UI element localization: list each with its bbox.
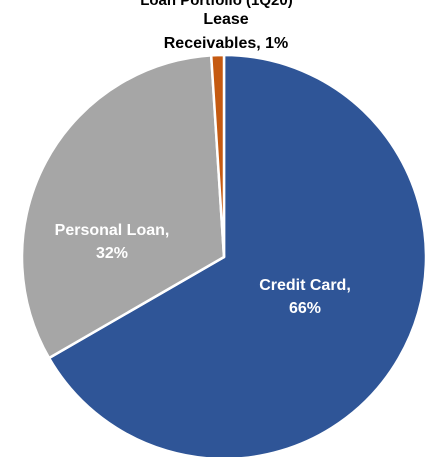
pie-slice-personal-loan (20, 54, 226, 360)
slice-value-label-personal-loan: 32% (96, 245, 128, 262)
pie-slice-credit-card (47, 53, 428, 457)
slice-value-label-credit-card: 66% (289, 300, 321, 317)
pie-slice-lease-receivables (209, 53, 226, 259)
slice-label-lease-receivables: Lease (203, 11, 248, 28)
slice-label-personal-loan: Personal Loan, (55, 222, 170, 239)
slice-label-credit-card: Credit Card, (259, 277, 351, 294)
chart-title: Loan Portfolio (1Q20) (140, 0, 293, 9)
slice-value-label-lease-receivables: Receivables, 1% (164, 35, 289, 52)
